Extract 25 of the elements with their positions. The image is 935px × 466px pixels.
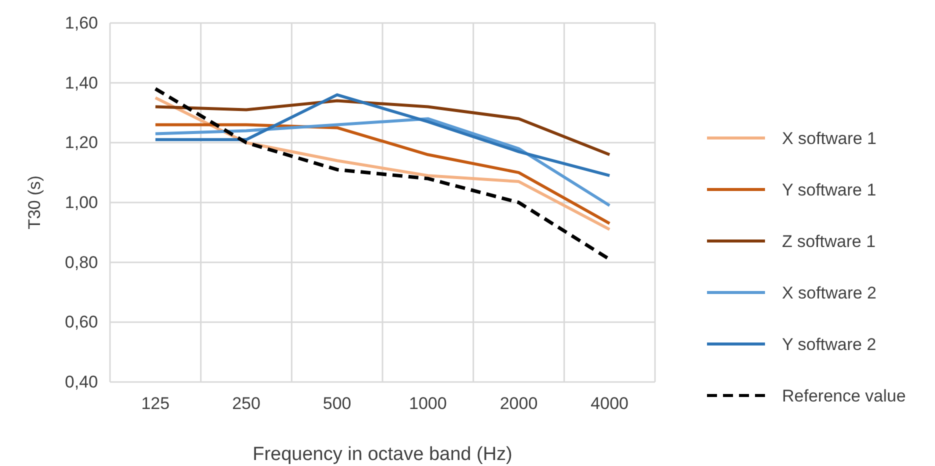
line-series	[154, 99, 612, 156]
y-tick-label: 1,00	[64, 192, 98, 212]
y-tick-label: 1,20	[64, 133, 98, 152]
legend-label: Y software 1	[782, 180, 876, 200]
y-tick-label: 1,60	[64, 13, 98, 32]
x-tick-label: 500	[322, 394, 352, 414]
x-axis-title: Frequency in octave band (Hz)	[252, 444, 512, 465]
line-series	[154, 93, 612, 178]
x-tick-label: 250	[232, 394, 260, 414]
y-tick-label: 0,40	[64, 372, 98, 392]
line-series	[154, 123, 612, 225]
y-tick-label: 1,40	[64, 73, 98, 92]
x-tick-label: 125	[141, 394, 170, 414]
line-series	[154, 117, 612, 207]
y-tick-label: 0,80	[64, 252, 98, 272]
legend-label: Z software 1	[782, 232, 876, 251]
x-tick-label: 4000	[590, 394, 628, 414]
legend-label: X software 2	[782, 284, 876, 302]
legend-label: X software 1	[782, 129, 876, 148]
y-axis-title: T30 (s)	[25, 176, 44, 230]
legend-label: Reference value	[782, 386, 906, 406]
x-tick-label: 2000	[500, 394, 538, 414]
legend-label: Y software 2	[782, 335, 876, 354]
y-tick-label: 0,60	[64, 312, 98, 332]
x-tick-label: 1000	[409, 394, 447, 414]
